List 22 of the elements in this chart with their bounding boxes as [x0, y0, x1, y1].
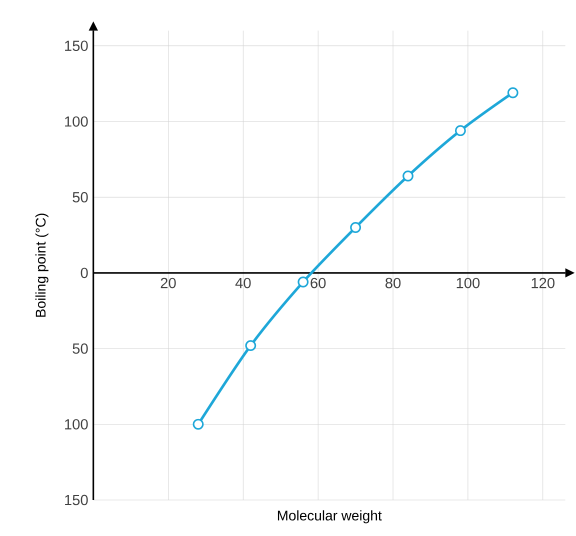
x-tick-label: 100 — [456, 278, 480, 288]
x-axis-title: Molecular weight — [278, 510, 382, 524]
x-tick-label: 60 — [310, 278, 326, 288]
point — [507, 87, 518, 98]
y-tick-label: 50 — [72, 192, 88, 202]
y-tick-label: 0 — [80, 268, 88, 278]
x-tick-label: 20 — [160, 278, 176, 288]
y-tick-label: 150 — [65, 494, 88, 506]
y-tick-label: 100 — [65, 419, 88, 430]
y-axis-title: Boiling point (°C) — [35, 214, 48, 317]
point — [245, 340, 256, 352]
y-tick-label: 100 — [65, 116, 88, 127]
point — [192, 418, 204, 430]
x-tick-label: 40 — [235, 278, 251, 288]
point — [454, 125, 466, 136]
point — [298, 276, 309, 288]
x-tick-label: 120 — [532, 278, 554, 288]
y-tick-label: 50 — [72, 343, 88, 354]
point — [402, 170, 414, 182]
x-tick-label: 80 — [385, 278, 401, 288]
y-tick-label: 150 — [65, 40, 88, 51]
point — [350, 222, 362, 233]
